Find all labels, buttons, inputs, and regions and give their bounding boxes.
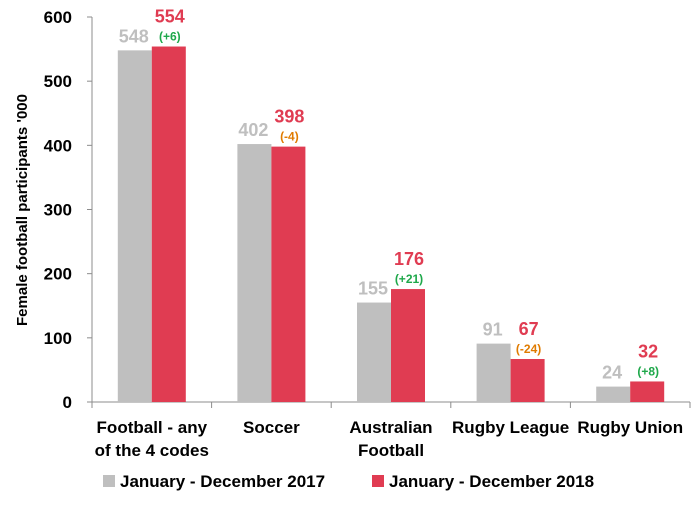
- bar-2017: [237, 144, 272, 403]
- x-category-label: Football - any: [97, 418, 208, 437]
- y-tick-label: 600: [44, 8, 72, 27]
- category-labels: Football - any of the 4 codes Soccer Austra…: [95, 418, 683, 460]
- change-label: (-24): [516, 342, 541, 356]
- data-label-2018: 32: [638, 341, 658, 361]
- legend-label: January - December 2017: [120, 472, 325, 491]
- y-axis-title-group: Female football participants '000: [14, 94, 31, 326]
- data-label-2017: 91: [483, 320, 503, 340]
- bar-2018: [630, 381, 665, 402]
- bar-2018: [391, 289, 425, 402]
- value-labels: 548 554 (+6) 402 398 (-4) 155 176 (+21) 91 67 (-24)…: [119, 7, 659, 383]
- bar-2018: [271, 146, 306, 402]
- change-label: (+21): [395, 272, 423, 286]
- data-label-2018: 67: [519, 319, 539, 339]
- bar-2017: [476, 343, 511, 402]
- data-label-2018: 398: [274, 107, 304, 127]
- data-label-2017: 24: [602, 363, 622, 383]
- data-label-2018: 554: [155, 7, 185, 27]
- axes: 0 100 200 300 400 500 600: [44, 8, 691, 412]
- bar-2018: [510, 359, 545, 402]
- y-tick-label: 400: [44, 136, 72, 155]
- x-category-label: Rugby League: [452, 418, 569, 437]
- change-label: (+8): [637, 364, 659, 378]
- bars: [117, 46, 665, 403]
- y-tick-label: 300: [44, 201, 72, 220]
- data-label-2017: 155: [358, 279, 388, 299]
- y-tick-label: 0: [63, 393, 72, 412]
- x-category-label: Soccer: [243, 418, 300, 437]
- legend-swatch: [103, 475, 115, 487]
- bar-2017: [357, 302, 391, 402]
- y-tick-label: 500: [44, 72, 72, 91]
- y-tick-label: 100: [44, 329, 72, 348]
- x-category-label: Football: [358, 441, 424, 460]
- x-category-label: Australian: [349, 418, 432, 437]
- data-label-2017: 402: [238, 120, 268, 140]
- bar-2017: [117, 50, 152, 402]
- change-label: (-4): [280, 130, 299, 144]
- y-tick-label: 200: [44, 265, 72, 284]
- y-axis-title: Female football participants '000: [14, 94, 31, 326]
- legend-swatch: [372, 475, 384, 487]
- x-category-label: of the 4 codes: [95, 441, 209, 460]
- data-label-2018: 176: [394, 249, 424, 269]
- data-label-2017: 548: [119, 26, 149, 46]
- change-label: (+6): [159, 30, 181, 44]
- legend: January - December 2017 January - Decembe…: [103, 472, 594, 491]
- x-category-label: Rugby Union: [577, 418, 683, 437]
- legend-label: January - December 2018: [389, 472, 594, 491]
- bar-2018: [151, 46, 186, 403]
- bar-2017: [596, 386, 631, 402]
